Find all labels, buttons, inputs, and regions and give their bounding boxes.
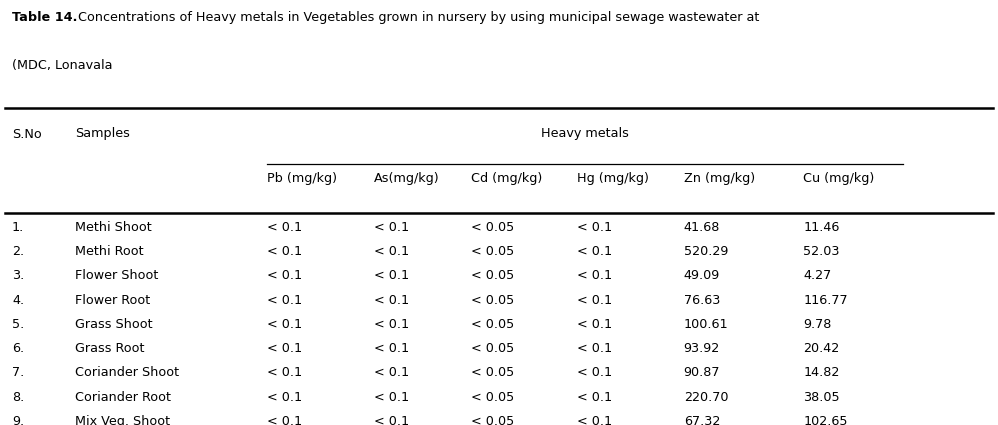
Text: < 0.1: < 0.1 xyxy=(577,366,612,380)
Text: Grass Root: Grass Root xyxy=(75,342,145,355)
Text: < 0.1: < 0.1 xyxy=(577,342,612,355)
Text: < 0.1: < 0.1 xyxy=(374,415,409,425)
Text: 52.03: 52.03 xyxy=(803,245,840,258)
Text: 49.09: 49.09 xyxy=(684,269,720,283)
Text: < 0.05: < 0.05 xyxy=(471,221,514,234)
Text: < 0.1: < 0.1 xyxy=(267,269,302,283)
Text: 41.68: 41.68 xyxy=(684,221,720,234)
Text: < 0.1: < 0.1 xyxy=(267,318,302,331)
Text: 4.: 4. xyxy=(12,294,24,307)
Text: < 0.1: < 0.1 xyxy=(374,342,409,355)
Text: 38.05: 38.05 xyxy=(803,391,840,404)
Text: < 0.1: < 0.1 xyxy=(374,366,409,380)
Text: < 0.05: < 0.05 xyxy=(471,391,514,404)
Text: < 0.1: < 0.1 xyxy=(577,294,612,307)
Text: Zn (mg/kg): Zn (mg/kg) xyxy=(684,172,754,185)
Text: 102.65: 102.65 xyxy=(803,415,848,425)
Text: < 0.1: < 0.1 xyxy=(374,294,409,307)
Text: 8.: 8. xyxy=(12,391,24,404)
Text: < 0.1: < 0.1 xyxy=(267,415,302,425)
Text: < 0.1: < 0.1 xyxy=(374,269,409,283)
Text: < 0.05: < 0.05 xyxy=(471,318,514,331)
Text: < 0.1: < 0.1 xyxy=(374,318,409,331)
Text: 90.87: 90.87 xyxy=(684,366,721,380)
Text: Heavy metals: Heavy metals xyxy=(541,128,630,141)
Text: < 0.05: < 0.05 xyxy=(471,245,514,258)
Text: Mix Veg. Shoot: Mix Veg. Shoot xyxy=(75,415,170,425)
Text: < 0.1: < 0.1 xyxy=(577,245,612,258)
Text: Flower Root: Flower Root xyxy=(75,294,150,307)
Text: 4.27: 4.27 xyxy=(803,269,831,283)
Text: Grass Shoot: Grass Shoot xyxy=(75,318,153,331)
Text: < 0.1: < 0.1 xyxy=(374,245,409,258)
Text: 20.42: 20.42 xyxy=(803,342,839,355)
Text: Methi Shoot: Methi Shoot xyxy=(75,221,152,234)
Text: < 0.1: < 0.1 xyxy=(577,391,612,404)
Text: Concentrations of Heavy metals in Vegetables grown in nursery by using municipal: Concentrations of Heavy metals in Vegeta… xyxy=(74,11,759,24)
Text: Pb (mg/kg): Pb (mg/kg) xyxy=(267,172,337,185)
Text: < 0.1: < 0.1 xyxy=(267,391,302,404)
Text: As(mg/kg): As(mg/kg) xyxy=(374,172,440,185)
Text: < 0.05: < 0.05 xyxy=(471,269,514,283)
Text: 6.: 6. xyxy=(12,342,24,355)
Text: 7.: 7. xyxy=(12,366,24,380)
Text: 520.29: 520.29 xyxy=(684,245,728,258)
Text: 14.82: 14.82 xyxy=(803,366,839,380)
Text: 2.: 2. xyxy=(12,245,24,258)
Text: Samples: Samples xyxy=(75,128,130,141)
Text: 93.92: 93.92 xyxy=(684,342,720,355)
Text: < 0.05: < 0.05 xyxy=(471,415,514,425)
Text: Coriander Root: Coriander Root xyxy=(75,391,171,404)
Text: < 0.1: < 0.1 xyxy=(577,269,612,283)
Text: 3.: 3. xyxy=(12,269,24,283)
Text: 5.: 5. xyxy=(12,318,24,331)
Text: Cd (mg/kg): Cd (mg/kg) xyxy=(471,172,542,185)
Text: 1.: 1. xyxy=(12,221,24,234)
Text: < 0.1: < 0.1 xyxy=(374,391,409,404)
Text: 9.78: 9.78 xyxy=(803,318,831,331)
Text: < 0.1: < 0.1 xyxy=(267,342,302,355)
Text: Table 14.: Table 14. xyxy=(12,11,78,24)
Text: < 0.1: < 0.1 xyxy=(577,318,612,331)
Text: 220.70: 220.70 xyxy=(684,391,729,404)
Text: < 0.05: < 0.05 xyxy=(471,366,514,380)
Text: < 0.1: < 0.1 xyxy=(267,245,302,258)
Text: S.No: S.No xyxy=(12,128,42,141)
Text: < 0.1: < 0.1 xyxy=(267,294,302,307)
Text: (MDC, Lonavala: (MDC, Lonavala xyxy=(12,60,113,73)
Text: < 0.05: < 0.05 xyxy=(471,294,514,307)
Text: 67.32: 67.32 xyxy=(684,415,720,425)
Text: < 0.1: < 0.1 xyxy=(267,366,302,380)
Text: < 0.1: < 0.1 xyxy=(267,221,302,234)
Text: < 0.1: < 0.1 xyxy=(374,221,409,234)
Text: Cu (mg/kg): Cu (mg/kg) xyxy=(803,172,874,185)
Text: 9.: 9. xyxy=(12,415,24,425)
Text: < 0.1: < 0.1 xyxy=(577,415,612,425)
Text: Methi Root: Methi Root xyxy=(75,245,144,258)
Text: < 0.1: < 0.1 xyxy=(577,221,612,234)
Text: Coriander Shoot: Coriander Shoot xyxy=(75,366,179,380)
Text: Flower Shoot: Flower Shoot xyxy=(75,269,159,283)
Text: 11.46: 11.46 xyxy=(803,221,839,234)
Text: 76.63: 76.63 xyxy=(684,294,720,307)
Text: < 0.05: < 0.05 xyxy=(471,342,514,355)
Text: Hg (mg/kg): Hg (mg/kg) xyxy=(577,172,649,185)
Text: 100.61: 100.61 xyxy=(684,318,729,331)
Text: 116.77: 116.77 xyxy=(803,294,848,307)
